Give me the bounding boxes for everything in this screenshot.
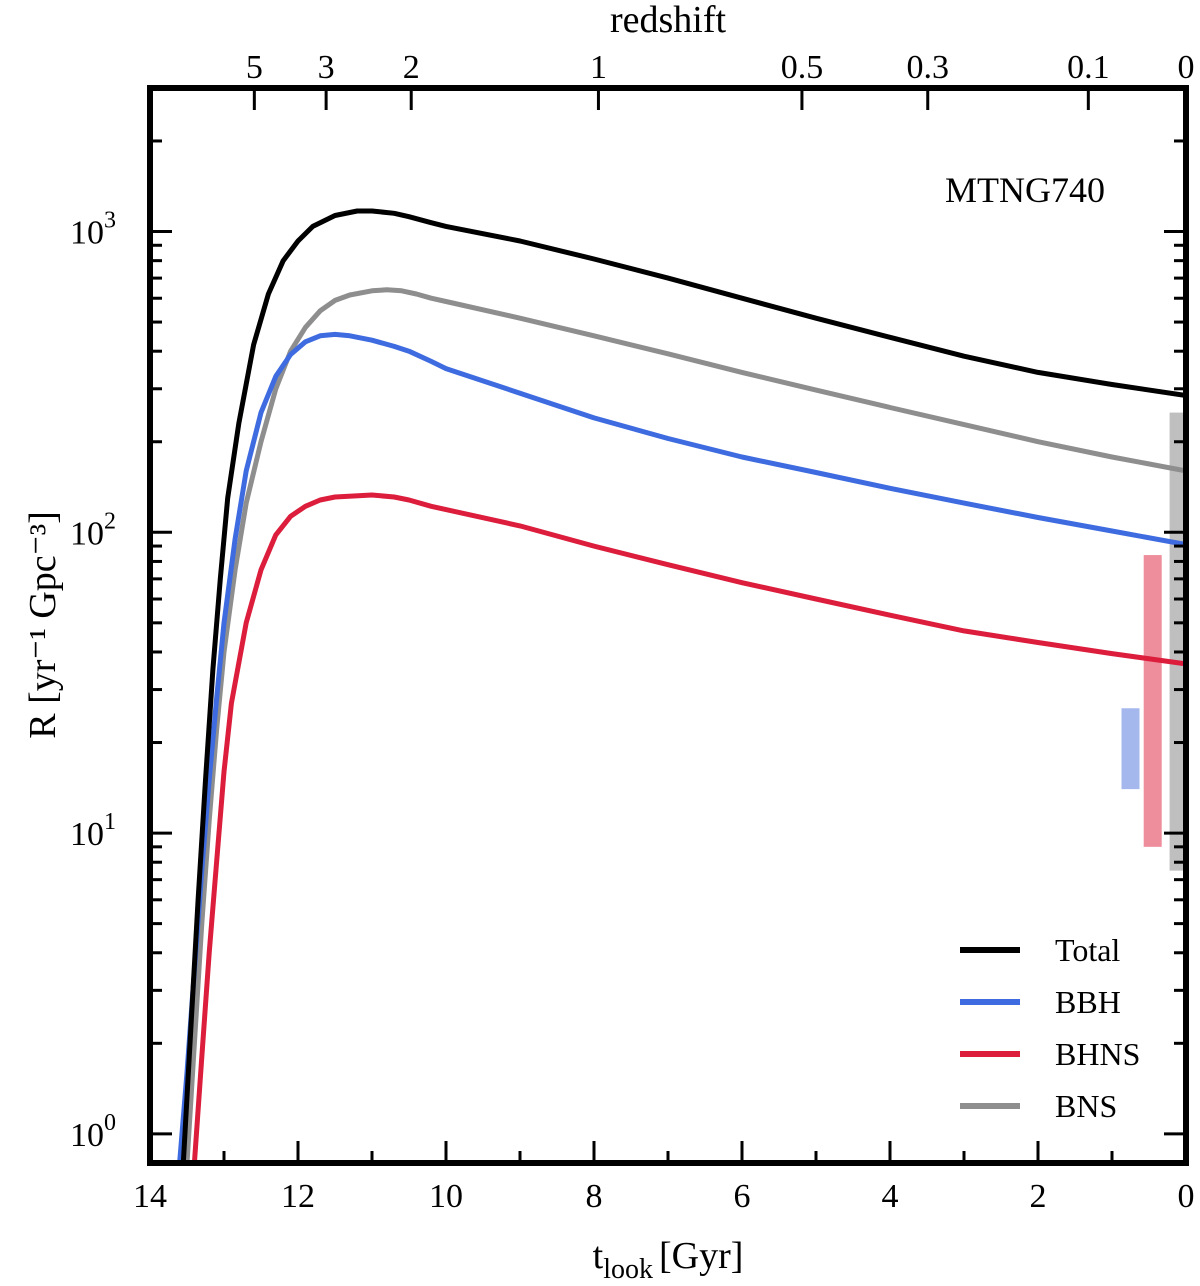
series-lines [177, 208, 1186, 1163]
x-tick-label: 12 [281, 1178, 315, 1215]
legend: Total BBH BHNS BNS [960, 932, 1140, 1124]
series-line-bhns [191, 492, 1186, 1163]
top-tick-label: 0.5 [781, 49, 824, 86]
y-axis-title: R [yr⁻¹ Gpc⁻³] [22, 511, 64, 739]
x-tick-label: 0 [1178, 1178, 1195, 1215]
top-tick-label: 5 [246, 49, 263, 86]
x-tick-label: 10 [429, 1178, 463, 1215]
x-tick-label: 2 [1030, 1178, 1047, 1215]
y-tick-label: 102 [70, 508, 116, 552]
legend-label-bbh: BBH [1055, 984, 1121, 1020]
y-tick-label: 100 [70, 1110, 116, 1154]
top-tick-label: 0.1 [1067, 49, 1110, 86]
legend-label-total: Total [1055, 932, 1120, 968]
x-tick-label: 4 [882, 1178, 899, 1215]
band-bns [1169, 412, 1186, 871]
top-tick-label: 0.3 [906, 49, 949, 86]
observational-bands [1121, 412, 1186, 871]
plot-annotation: MTNG740 [945, 170, 1105, 210]
top-tick-label: 3 [318, 49, 335, 86]
x-axis-title: tlook [Gyr] [593, 1235, 744, 1285]
series-line-total [180, 208, 1186, 1163]
legend-label-bhns: BHNS [1055, 1036, 1140, 1072]
top-axis-title: redshift [610, 0, 727, 41]
series-line-bbh [177, 331, 1186, 1163]
plot-frame [147, 85, 1189, 1166]
x-tick-label: 8 [586, 1178, 603, 1215]
band-bbh [1121, 708, 1140, 790]
x-tick-label: 6 [734, 1178, 751, 1215]
legend-label-bns: BNS [1055, 1088, 1117, 1124]
axes: 14 12 10 8 6 4 2 0 5 3 2 1 0.5 0.3 0.1 0 100 101 102 103 [70, 49, 1195, 1215]
top-tick-label: 2 [403, 49, 420, 86]
y-tick-label: 101 [70, 809, 116, 853]
top-tick-label: 1 [590, 49, 607, 86]
x-tick-label: 14 [133, 1178, 167, 1215]
y-tick-label: 103 [70, 208, 116, 252]
band-bhns [1143, 555, 1162, 847]
series-line-bns [184, 287, 1186, 1163]
top-tick-label: 0 [1178, 49, 1195, 86]
